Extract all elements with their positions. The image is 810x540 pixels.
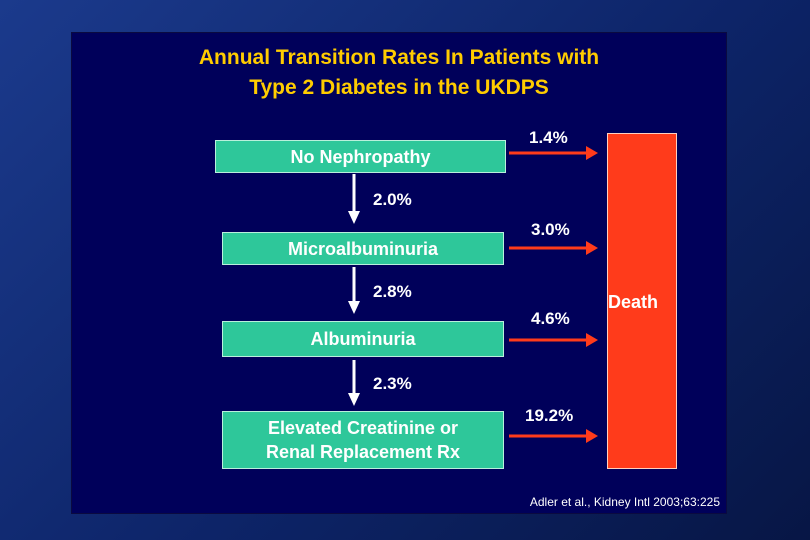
death-label: Death [608,292,659,312]
title-line-2: Type 2 Diabetes in the UKDPS [249,76,549,99]
death-rate-4: 19.2% [525,406,574,425]
stage-label-line-1: Elevated Creatinine or [267,418,459,438]
progression-arrow-3 [348,360,360,406]
progression-rate-2: 2.8% [373,282,412,301]
stage-elevated-creatinine: Elevated Creatinine or Renal Replacement… [222,411,504,469]
progression-arrow-2 [348,267,360,314]
slide: Annual Transition Rates In Patients with… [72,33,726,513]
citation: Adler et al., Kidney Intl 2003;63:225 [529,495,720,509]
death-rate-2: 3.0% [531,220,570,239]
progression-rate-3: 2.3% [373,374,412,393]
stage-label: Microalbuminuria [287,238,439,259]
death-rate-1: 1.4% [529,128,568,147]
title-line-1: Annual Transition Rates In Patients with [198,46,600,69]
stage-label: No Nephropathy [290,146,431,167]
progression-rate-1: 2.0% [373,190,412,209]
arrows-layer [348,146,598,443]
death-box [607,133,677,469]
death-rate-3: 4.6% [531,309,570,328]
stage-microalbuminuria: Microalbuminuria [222,232,504,265]
stage-label-line-2: Renal Replacement Rx [265,442,461,462]
death-arrow-1 [509,146,598,160]
death-arrow-3 [509,333,598,347]
stage-albuminuria: Albuminuria [222,321,504,357]
progression-arrow-1 [348,174,360,224]
death-arrow-2 [509,241,598,255]
stage-no-nephropathy: No Nephropathy [215,140,506,173]
slide-title: Annual Transition Rates In Patients with… [72,43,726,103]
death-arrow-4 [509,429,598,443]
stage-label: Albuminuria [310,329,416,349]
